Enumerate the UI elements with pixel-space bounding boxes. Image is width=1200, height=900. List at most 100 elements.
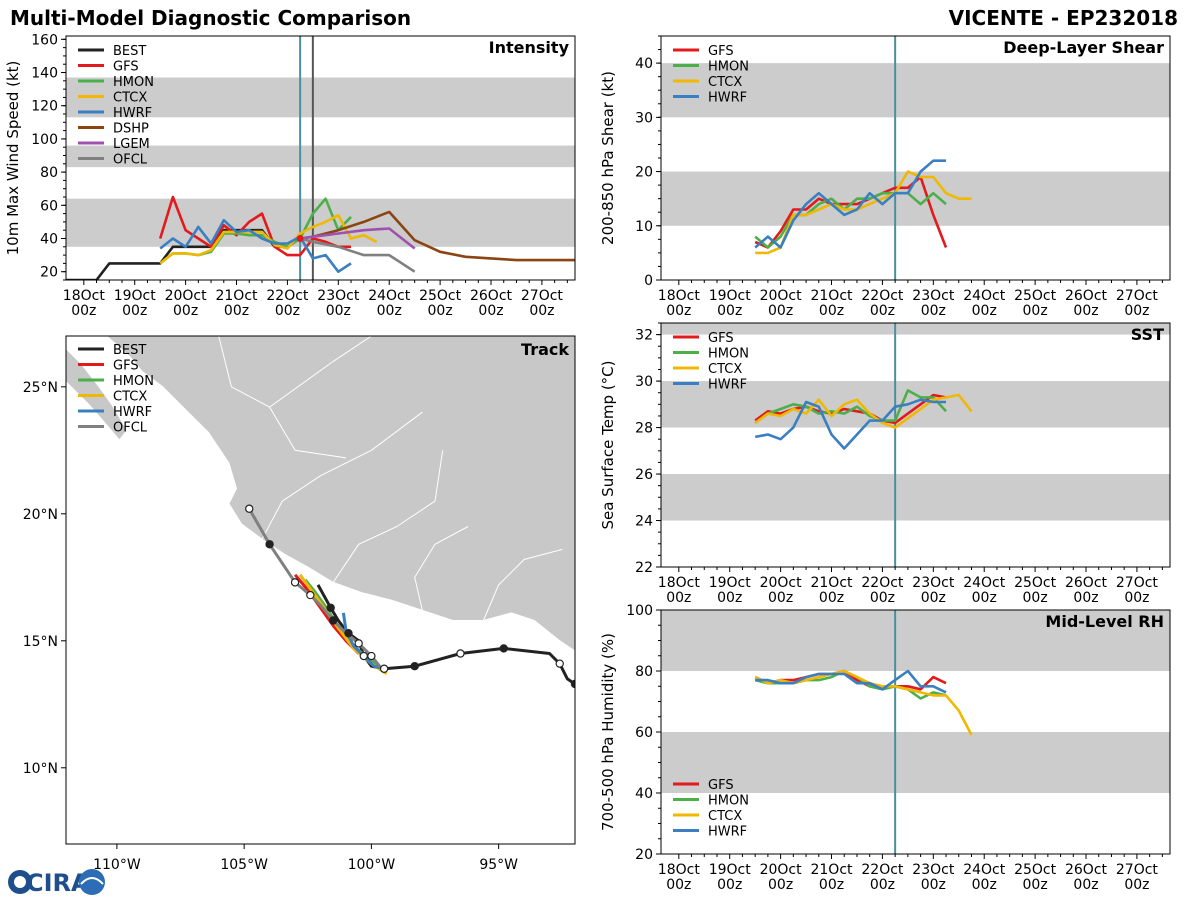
intensity-xtick-label: 00z — [529, 303, 554, 319]
sst-legend-label: CTCX — [708, 362, 742, 377]
shear-xtick-label: 27Oct — [1116, 288, 1159, 304]
rh-ytick-label: 40 — [635, 786, 653, 802]
state-border — [414, 526, 469, 611]
shear-xtick-label: 00z — [1124, 303, 1149, 319]
shear-ytick-label: 30 — [635, 110, 653, 126]
rh-xtick-label: 27Oct — [1116, 862, 1159, 878]
sst-xtick-label: 19Oct — [709, 575, 752, 591]
intensity-series-dshp — [299, 210, 575, 262]
track-legend-label: HMON — [113, 374, 154, 389]
intensity-ytick-label: 80 — [40, 165, 58, 181]
rh-ytick-label: 60 — [635, 725, 653, 741]
shear-xtick-label: 00z — [1023, 303, 1048, 319]
sst-legend-label: HMON — [708, 347, 749, 362]
sst-ylabel: Sea Surface Temp (°C) — [599, 360, 617, 529]
best-track-marker — [379, 664, 389, 673]
rh-xtick-label: 19Oct — [709, 862, 752, 878]
sst-ytick-label: 24 — [635, 514, 653, 530]
shear-ytick-label: 0 — [644, 273, 653, 289]
rh-plot-area — [661, 610, 1170, 854]
shear-ytick-label: 20 — [635, 165, 653, 181]
shear-xtick-label: 22Oct — [861, 288, 904, 304]
intensity-xtick-label: 00z — [71, 303, 96, 319]
track-legend-label: BEST — [113, 343, 146, 358]
intensity-xtick-label: 20Oct — [165, 288, 208, 304]
state-border — [332, 450, 444, 583]
state-border — [269, 336, 372, 408]
ofcl-track-marker — [290, 578, 300, 587]
intensity-xtick-label: 21Oct — [215, 288, 258, 304]
intensity-series-hwrf — [159, 218, 352, 274]
intensity-xtick-label: 23Oct — [317, 288, 360, 304]
sst-ytick-label: 30 — [635, 374, 653, 390]
sst-xtick-label: 00z — [870, 590, 895, 606]
track-xtick-label: 95°W — [479, 857, 518, 873]
sst-legend-label: HWRF — [708, 378, 747, 393]
intensity-series-lgem — [299, 227, 416, 250]
ofcl-track-marker — [306, 590, 315, 600]
sst-shade-band — [661, 474, 1170, 521]
best-track-marker — [344, 628, 353, 638]
intensity-series-gfs — [158, 195, 351, 257]
sst-xtick-label: 23Oct — [912, 575, 955, 591]
intensity-shade-band — [66, 145, 575, 168]
intensity-legend-label: HWRF — [113, 106, 152, 121]
figure-title: Multi-Model Diagnostic Comparison — [10, 6, 412, 30]
shear-ytick-label: 40 — [635, 56, 653, 72]
sst-ytick-label: 28 — [635, 421, 653, 437]
rh-xtick-label: 00z — [819, 877, 844, 893]
shear-xtick-label: 00z — [972, 303, 997, 319]
track-ytick-label: 25°N — [23, 380, 58, 396]
shear-legend-label: HWRF — [708, 91, 747, 106]
intensity-shade-band — [66, 77, 575, 118]
shear-series-ctcx — [755, 170, 972, 255]
rh-xtick-label: 00z — [717, 877, 742, 893]
sst-xtick-label: 21Oct — [810, 575, 853, 591]
sst-shade-band — [661, 381, 1170, 428]
rh-xtick-label: 00z — [972, 877, 997, 893]
sst-frame — [660, 322, 1171, 568]
shear-xtick-label: 00z — [819, 303, 844, 319]
rh-legend-label: CTCX — [708, 809, 742, 824]
ofcl-track-marker — [245, 504, 254, 513]
rh-ytick-label: 20 — [635, 847, 653, 863]
intensity-xtick-label: 00z — [478, 303, 503, 319]
intensity-xtick-label: 00z — [224, 303, 249, 319]
intensity-ytick-label: 60 — [40, 198, 58, 214]
rh-ytick-label: 100 — [626, 603, 653, 619]
intensity-current-point — [296, 235, 304, 243]
rh-shade-band — [661, 732, 1170, 793]
shear-xtick-label: 25Oct — [1014, 288, 1057, 304]
intensity-series-ofcl — [299, 237, 416, 273]
rh-xtick-label: 00z — [768, 877, 793, 893]
intensity-xtick-label: 27Oct — [521, 288, 564, 304]
rh-legend-label: HMON — [708, 794, 749, 809]
rh-xtick-label: 23Oct — [912, 862, 955, 878]
shear-xtick-label: 21Oct — [810, 288, 853, 304]
shear-xtick-label: 26Oct — [1065, 288, 1108, 304]
shear-legend-label: CTCX — [708, 75, 742, 90]
sst-ytick-label: 32 — [635, 328, 653, 344]
rh-xtick-label: 21Oct — [810, 862, 853, 878]
track-ofcl — [247, 507, 383, 670]
track-legend-label: OFCL — [113, 421, 148, 436]
ofcl-track-marker — [329, 616, 338, 625]
shear-shade-band — [661, 63, 1170, 118]
rh-xtick-label: 25Oct — [1014, 862, 1057, 878]
shear-xtick-label: 20Oct — [760, 288, 803, 304]
track-ytick-label: 20°N — [23, 507, 58, 523]
sst-legend-label: GFS — [708, 331, 734, 346]
sst-xtick-label: 24Oct — [963, 575, 1006, 591]
intensity-ytick-label: 120 — [31, 99, 58, 115]
storm-name: VICENTE - EP232018 — [948, 6, 1178, 30]
sst-xtick-label: 00z — [1124, 590, 1149, 606]
track-ytick-label: 10°N — [23, 761, 58, 777]
best-track-marker — [326, 603, 335, 612]
sst-series-ctcx — [754, 393, 973, 429]
shear-xtick-label: 00z — [870, 303, 895, 319]
intensity-plot-area — [66, 36, 575, 280]
shear-xtick-label: 00z — [768, 303, 793, 319]
rh-title: Mid-Level RH — [1045, 612, 1164, 631]
track-legend-label: GFS — [113, 359, 139, 374]
